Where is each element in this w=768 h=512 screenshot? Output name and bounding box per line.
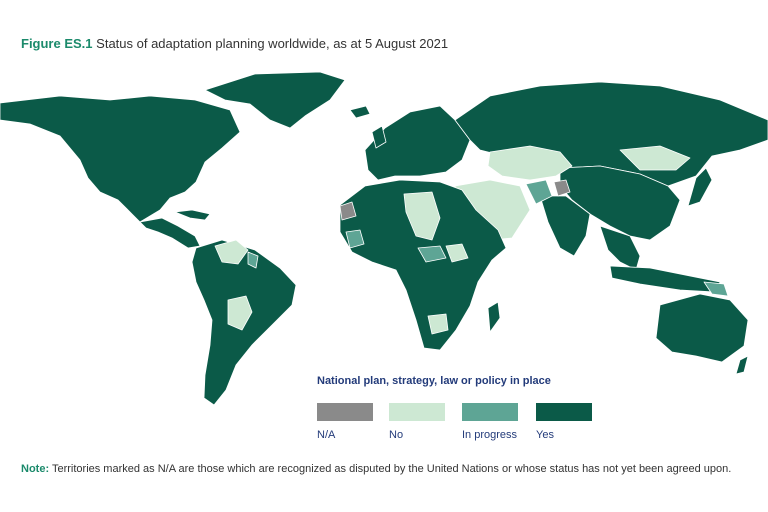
region-central-asia bbox=[487, 145, 573, 181]
region-east-africa bbox=[445, 243, 469, 263]
region-africa bbox=[339, 179, 507, 351]
region-kashmir bbox=[553, 179, 571, 197]
region-greenland bbox=[204, 71, 346, 129]
world-map bbox=[0, 71, 768, 406]
region-indonesia bbox=[609, 265, 721, 293]
note: Note: Territories marked as N/A are thos… bbox=[21, 460, 747, 478]
region-australia bbox=[655, 293, 749, 363]
legend-swatch-yes bbox=[536, 403, 592, 421]
legend-swatch-in-progress bbox=[462, 403, 518, 421]
legend-label-in-progress: In progress bbox=[462, 429, 518, 441]
region-central-africa bbox=[417, 245, 447, 263]
region-venezuela bbox=[214, 239, 249, 265]
legend-item-in-progress: In progress bbox=[462, 403, 518, 441]
figure-caption: Status of adaptation planning worldwide,… bbox=[96, 36, 449, 51]
region-caribbean bbox=[174, 209, 211, 221]
region-new-zealand bbox=[735, 355, 749, 375]
region-uk bbox=[371, 125, 387, 149]
legend-title: National plan, strategy, law or policy i… bbox=[317, 375, 551, 387]
region-mongolia bbox=[619, 145, 691, 171]
region-guyana bbox=[247, 251, 259, 269]
region-europe bbox=[364, 105, 471, 181]
region-north-africa bbox=[403, 191, 441, 241]
region-north-america bbox=[0, 95, 241, 223]
region-iceland bbox=[349, 105, 371, 119]
note-text: Territories marked as N/A are those whic… bbox=[51, 463, 732, 475]
legend-item-na: N/A bbox=[317, 403, 373, 441]
legend-item-yes: Yes bbox=[536, 403, 592, 441]
legend-swatch-na bbox=[317, 403, 373, 421]
region-zimbabwe bbox=[427, 313, 449, 335]
legend-swatch-no bbox=[389, 403, 445, 421]
region-western-sahara bbox=[339, 201, 357, 221]
figure-label: Figure ES.1 bbox=[21, 36, 93, 51]
legend-label-yes: Yes bbox=[536, 429, 554, 441]
region-png bbox=[703, 281, 729, 297]
region-madagascar bbox=[487, 301, 501, 333]
region-west-africa bbox=[345, 229, 365, 249]
region-afghanistan bbox=[525, 179, 553, 205]
region-central-america bbox=[139, 217, 201, 249]
region-japan bbox=[687, 167, 713, 207]
note-label: Note: bbox=[21, 463, 50, 475]
region-south-asia bbox=[539, 195, 591, 257]
legend-label-na: N/A bbox=[317, 429, 336, 441]
legend-label-no: No bbox=[389, 429, 404, 441]
figure-title: Figure ES.1 Status of adaptation plannin… bbox=[21, 36, 448, 51]
region-bolivia bbox=[227, 295, 253, 331]
legend-item-no: No bbox=[389, 403, 445, 441]
